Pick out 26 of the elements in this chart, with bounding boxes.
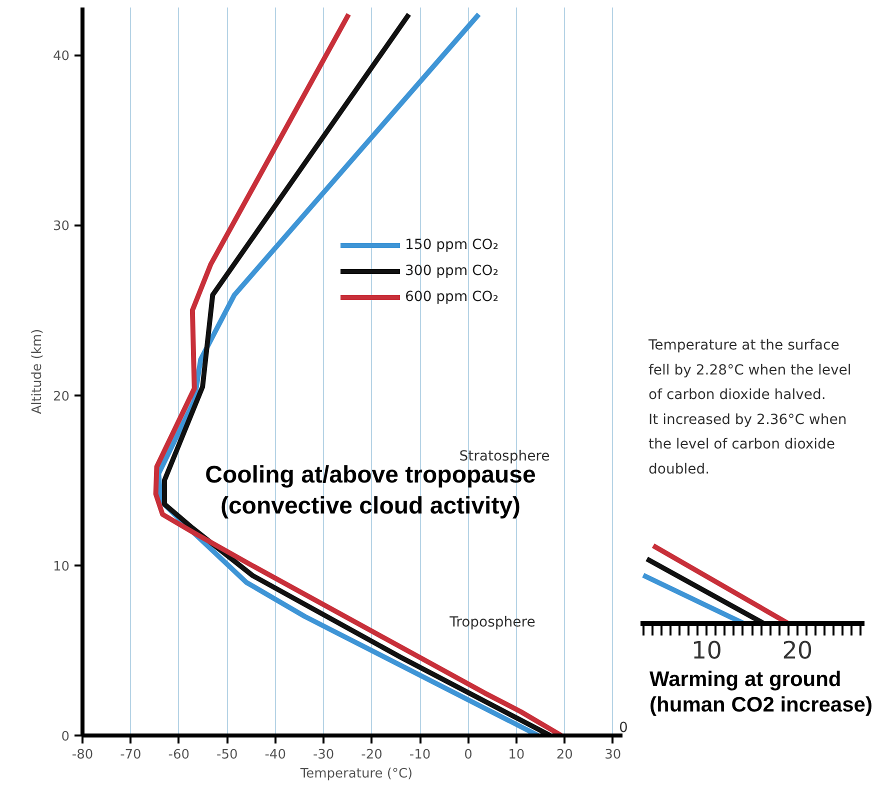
y-tick-label: 20 [52,389,70,404]
text: Warming at ground (human CO2 increase) [650,668,872,716]
x-tick-label: -80 [72,748,94,762]
x-tick-label: -10 [409,748,431,762]
annotation: Troposphere [448,614,536,630]
text: Temperature at the surface fell by 2.28°C when the level of carbon dioxide halved. It increased by 2.36°C when the level of carbon dioxide doubled. [648,338,852,478]
legend-label: 600 ppm CO₂ [405,289,498,305]
x-tick-label: -70 [120,748,142,762]
y-tick-label: 0 [61,730,70,744]
x-tick-label: 30 [604,748,622,762]
x-tick-label: -40 [264,748,286,762]
x-tick-label: -50 [216,748,238,762]
x-tick-label: -60 [168,748,190,762]
legend-label: 150 ppm CO₂ [405,237,498,253]
x-tick-label: 10 [508,748,525,762]
legend-label: 300 ppm CO₂ [405,263,498,279]
x-tick-label: -20 [361,748,382,762]
y-axis-title: Altitude (km) [30,328,45,414]
x-axis-title: Temperature (°C) [299,766,413,782]
y-tick-label: 30 [52,219,70,234]
x-tick-label: 20 [556,748,573,762]
annotation: 0 [619,720,628,736]
y-tick-label: 40 [52,49,70,64]
y-tick-label: 10 [52,559,70,574]
x-tick-label: -30 [312,748,334,762]
x-tick-label: 0 [464,748,472,762]
